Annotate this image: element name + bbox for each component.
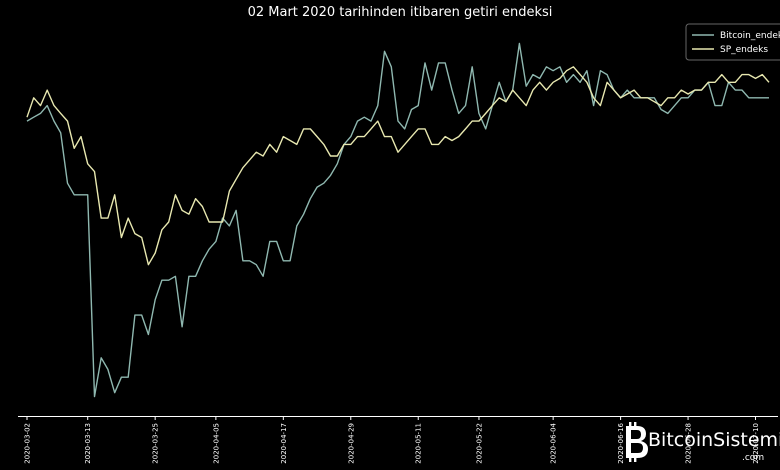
x-tick-label: 2020-04-29 <box>347 423 355 464</box>
x-tick-label: 2020-03-25 <box>152 423 160 464</box>
x-tick-label: 2020-04-17 <box>280 423 288 464</box>
x-tick-label: 2020-06-04 <box>550 422 558 463</box>
x-tick-label: 2020-07-10 <box>752 423 760 464</box>
x-tick-label: 2020-03-02 <box>24 423 32 464</box>
series-line-1 <box>26 66 770 266</box>
x-tick-label: 2020-06-16 <box>617 422 625 463</box>
x-axis-ticks: 2020-03-02 2020-03-13 2020-03-25 2020-04-05… <box>24 416 760 464</box>
bitcoin-icon <box>626 422 648 462</box>
watermark: BitcoinSistemi .com <box>626 422 780 463</box>
legend-label: SP_endeks <box>720 45 768 55</box>
x-tick-label: 2020-03-13 <box>84 423 92 464</box>
legend: Bitcoin_endeks SP_endeks <box>685 23 780 61</box>
watermark-brand: BitcoinSistemi <box>648 429 780 451</box>
plot-area: 2020-03-02 2020-03-13 2020-03-25 2020-04-05… <box>18 42 778 464</box>
series-lines <box>26 42 770 398</box>
legend-label: Bitcoin_endeks <box>720 31 780 41</box>
x-tick-label: 2020-04-05 <box>212 423 220 464</box>
x-tick-label: 2020-05-22 <box>475 423 483 464</box>
legend-box <box>685 23 780 61</box>
watermark-suffix: .com <box>742 453 764 463</box>
chart-title: 02 Mart 2020 tarihinden itibaren getiri … <box>248 5 553 20</box>
x-tick-label: 2020-06-28 <box>685 423 693 464</box>
x-tick-label: 2020-05-11 <box>415 423 423 464</box>
